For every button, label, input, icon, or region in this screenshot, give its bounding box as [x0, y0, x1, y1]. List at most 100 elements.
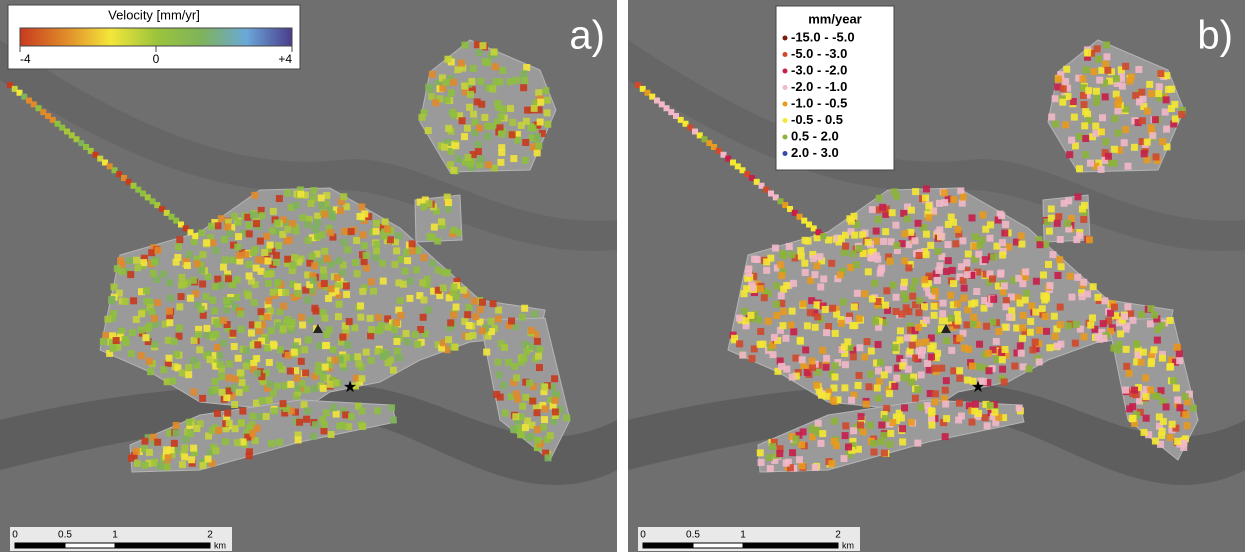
- measurement-point: [471, 298, 478, 305]
- scale-tick-label: 2: [835, 530, 841, 541]
- measurement-point: [899, 438, 906, 445]
- measurement-point: [986, 367, 993, 374]
- measurement-point: [367, 315, 374, 322]
- measurement-point: [343, 291, 350, 298]
- measurement-point: [1082, 151, 1089, 158]
- measurement-point: [1140, 349, 1147, 356]
- measurement-point: [773, 282, 780, 289]
- measurement-point: [441, 144, 448, 151]
- measurement-point: [379, 260, 386, 267]
- measurement-point: [1061, 200, 1068, 207]
- measurement-point: [193, 425, 200, 432]
- figure: ★a)00.512kmVelocity [mm/yr]-40+4★b)00.51…: [0, 0, 1245, 552]
- measurement-point: [151, 259, 158, 266]
- measurement-point: [1147, 320, 1154, 327]
- measurement-point: [146, 358, 153, 365]
- measurement-point: [127, 271, 134, 278]
- measurement-point: [892, 308, 899, 315]
- measurement-point: [1016, 405, 1023, 412]
- measurement-point: [912, 188, 919, 195]
- measurement-point: [445, 336, 452, 343]
- measurement-point: [1132, 92, 1139, 99]
- measurement-point: [822, 306, 829, 313]
- measurement-point: [1082, 108, 1089, 115]
- measurement-point: [891, 383, 898, 390]
- measurement-point: [832, 330, 839, 337]
- measurement-point: [932, 288, 939, 295]
- measurement-point: [541, 416, 548, 423]
- measurement-point: [267, 270, 274, 277]
- measurement-point: [171, 440, 178, 447]
- measurement-point: [954, 311, 961, 318]
- measurement-point: [335, 313, 342, 320]
- measurement-point: [249, 413, 256, 420]
- measurement-point: [534, 149, 541, 156]
- measurement-point: [157, 463, 164, 470]
- measurement-point: [167, 295, 174, 302]
- measurement-point: [745, 265, 752, 272]
- measurement-point: [841, 455, 848, 462]
- measurement-point: [188, 456, 195, 463]
- measurement-point: [1067, 273, 1074, 280]
- measurement-point: [518, 431, 525, 438]
- measurement-point: [374, 407, 381, 414]
- measurement-point: [254, 370, 261, 377]
- measurement-point: [1122, 387, 1129, 394]
- measurement-point: [828, 260, 835, 267]
- measurement-point: [999, 239, 1006, 246]
- measurement-point: [537, 99, 544, 106]
- measurement-point: [899, 425, 906, 432]
- measurement-point: [800, 428, 807, 435]
- measurement-point: [484, 133, 491, 140]
- measurement-point: [1102, 138, 1109, 145]
- measurement-point: [928, 422, 935, 429]
- measurement-point: [1068, 137, 1075, 144]
- measurement-point: [832, 362, 839, 369]
- measurement-point: [268, 440, 275, 447]
- measurement-point: [395, 279, 402, 286]
- measurement-point: [226, 374, 233, 381]
- measurement-point: [757, 449, 764, 456]
- scale-bar-segment: [693, 543, 743, 548]
- measurement-point: [987, 221, 994, 228]
- measurement-point: [942, 433, 949, 440]
- measurement-point: [520, 70, 527, 77]
- measurement-point: [363, 349, 370, 356]
- measurement-point: [799, 356, 806, 363]
- measurement-point: [916, 339, 923, 346]
- measurement-point: [294, 290, 301, 297]
- measurement-point: [1111, 304, 1118, 311]
- measurement-point: [321, 248, 328, 255]
- measurement-point: [931, 303, 938, 310]
- measurement-point: [809, 364, 816, 371]
- measurement-point: [915, 220, 922, 227]
- measurement-point: [1102, 61, 1109, 68]
- measurement-point: [769, 443, 776, 450]
- measurement-point: [999, 252, 1006, 259]
- measurement-point: [943, 337, 950, 344]
- measurement-point: [948, 315, 955, 322]
- measurement-point: [209, 297, 216, 304]
- measurement-point: [855, 245, 862, 252]
- measurement-point: [990, 253, 997, 260]
- measurement-point: [1155, 90, 1162, 97]
- measurement-point: [1093, 88, 1100, 95]
- measurement-point: [487, 318, 494, 325]
- measurement-point: [384, 226, 391, 233]
- measurement-point: [321, 315, 328, 322]
- measurement-point: [1027, 318, 1034, 325]
- measurement-point: [298, 358, 305, 365]
- measurement-point: [813, 382, 820, 389]
- measurement-point: [496, 371, 503, 378]
- measurement-point: [864, 338, 871, 345]
- measurement-point: [1006, 314, 1013, 321]
- measurement-point: [545, 454, 552, 461]
- measurement-point: [901, 230, 908, 237]
- measurement-point: [490, 48, 497, 55]
- measurement-point: [901, 291, 908, 298]
- measurement-point: [874, 384, 881, 391]
- measurement-point: [1169, 421, 1176, 428]
- measurement-point: [1055, 213, 1062, 220]
- measurement-point: [965, 346, 972, 353]
- measurement-point: [1051, 313, 1058, 320]
